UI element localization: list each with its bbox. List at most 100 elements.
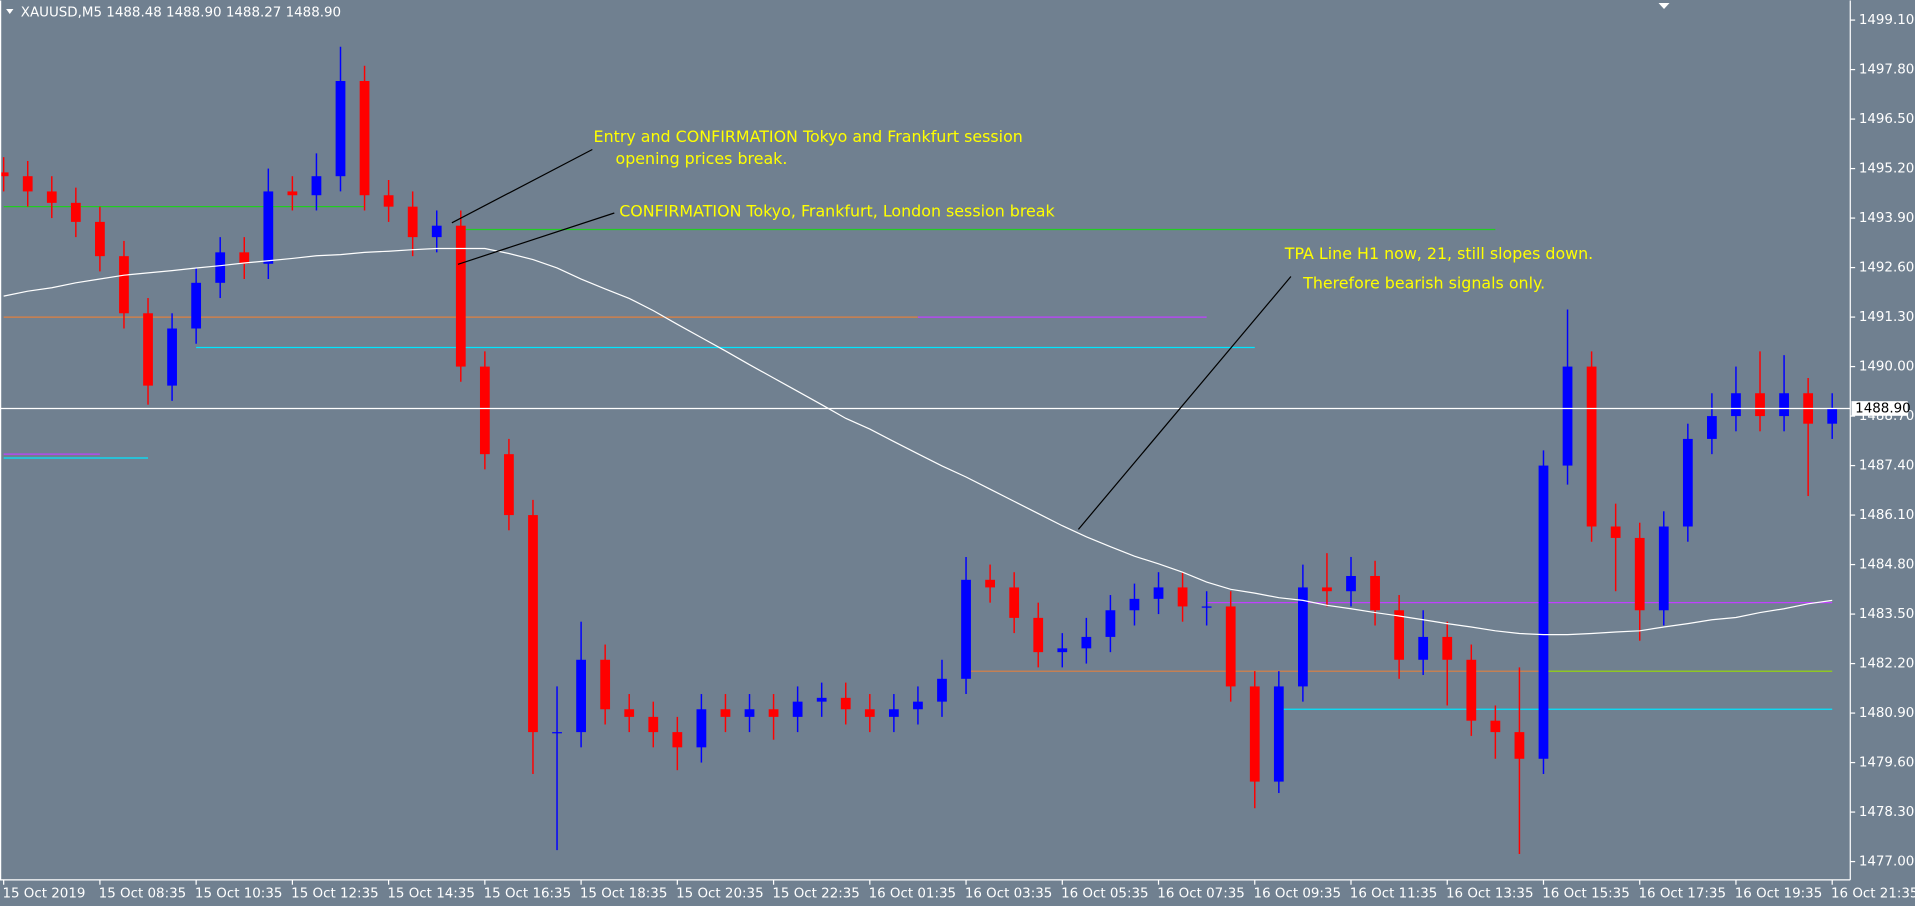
- x-tick-label: 16 Oct 09:35: [1254, 886, 1341, 901]
- x-tick-label: 15 Oct 2019: [2, 886, 85, 901]
- y-tick-label: 1496.50: [1859, 112, 1915, 127]
- candle-body: [576, 659, 586, 733]
- x-tick-label: 16 Oct 19:35: [1735, 886, 1823, 901]
- candle-body: [1370, 575, 1380, 611]
- candle-body: [191, 282, 202, 329]
- candle-body: [263, 191, 274, 264]
- y-tick-label: 1482.20: [1859, 657, 1915, 672]
- candle-body: [167, 328, 177, 386]
- candle-body: [1610, 526, 1621, 538]
- y-tick-label: 1480.90: [1859, 706, 1915, 721]
- x-tick-label: 15 Oct 22:35: [772, 886, 860, 901]
- candle-body: [1779, 393, 1789, 417]
- candle-body: [1707, 416, 1717, 439]
- x-tick-label: 15 Oct 12:35: [291, 886, 379, 901]
- candle-body: [1129, 598, 1140, 611]
- annotation-line: [457, 212, 615, 265]
- candle-body: [840, 697, 851, 710]
- candle-body: [479, 366, 490, 455]
- menu-triangle[interactable]: [6, 9, 14, 14]
- x-tick-label: 16 Oct 15:35: [1542, 886, 1630, 901]
- candle-body: [1033, 617, 1044, 653]
- candle-body: [311, 176, 322, 196]
- annotation-line: [451, 148, 593, 224]
- candle-body: [215, 252, 226, 283]
- y-tick-label: 1483.50: [1859, 607, 1915, 622]
- y-tick-label: 1492.60: [1859, 261, 1915, 276]
- candle-body: [504, 454, 514, 516]
- candle-body: [1153, 587, 1164, 599]
- y-tick-label: 1499.10: [1859, 13, 1915, 28]
- candle-body: [431, 225, 442, 238]
- y-tick-label: 1491.30: [1859, 310, 1915, 325]
- candle-body: [95, 221, 105, 257]
- x-tick-label: 16 Oct 21:35: [1831, 886, 1915, 901]
- x-tick-label: 16 Oct 11:35: [1350, 886, 1438, 901]
- y-tick-label: 1487.40: [1859, 459, 1915, 474]
- x-tick-label: 16 Oct 17:35: [1638, 886, 1726, 901]
- candle-body: [888, 709, 899, 717]
- candle-body: [600, 659, 611, 710]
- candle-body: [768, 709, 779, 717]
- x-tick-label: 15 Oct 16:35: [484, 886, 572, 901]
- candle-body: [1273, 686, 1284, 782]
- shift-marker: [1658, 2, 1670, 10]
- candle-body: [1225, 606, 1236, 687]
- x-tick-label: 16 Oct 13:35: [1446, 886, 1534, 901]
- candle-body: [1394, 610, 1405, 660]
- candle-body: [22, 176, 33, 192]
- candle-body: [1297, 587, 1308, 687]
- y-tick-label: 1478.30: [1859, 805, 1915, 820]
- candle-body: [1105, 610, 1116, 637]
- candle-body: [744, 709, 755, 717]
- candle-body: [1827, 408, 1838, 424]
- y-tick-label: 1479.60: [1859, 756, 1915, 771]
- candle-body: [1682, 438, 1693, 527]
- candle-body: [70, 202, 81, 222]
- candle-body: [1731, 393, 1741, 417]
- annotation: TPA Line H1 now, 21, still slopes down.: [1284, 244, 1593, 263]
- candle-body: [1249, 686, 1260, 782]
- candle-body: [1562, 366, 1573, 466]
- y-tick-label: 1495.20: [1859, 162, 1915, 177]
- candle-body: [672, 732, 683, 748]
- y-tick-label: 1484.80: [1859, 558, 1915, 573]
- candle-body: [46, 191, 57, 203]
- candle-body: [816, 697, 827, 702]
- candle-body: [1634, 537, 1645, 611]
- candle-body: [287, 191, 298, 196]
- x-tick-label: 15 Oct 10:35: [195, 886, 283, 901]
- candle-body: [552, 732, 562, 734]
- candle-body: [1177, 587, 1188, 607]
- candle-body: [624, 709, 635, 717]
- candle-body: [1418, 636, 1429, 660]
- candle-body: [335, 81, 346, 177]
- annotation: CONFIRMATION Tokyo, Frankfurt, London se…: [619, 201, 1055, 220]
- annotation: Entry and CONFIRMATION Tokyo and Frankfu…: [594, 127, 1023, 146]
- candle-body: [528, 515, 538, 733]
- y-tick-label: 1497.80: [1859, 63, 1915, 78]
- current-price-label: 1488.90: [1855, 401, 1911, 416]
- candle-body: [1081, 636, 1092, 649]
- header: XAUUSD,M5 1488.48 1488.90 1488.27 1488.9…: [21, 6, 341, 21]
- y-tick-label: 1493.90: [1859, 211, 1915, 226]
- x-tick-label: 15 Oct 08:35: [99, 886, 186, 901]
- candle-body: [143, 313, 153, 386]
- y-tick-label: 1490.00: [1859, 360, 1915, 375]
- current-price-box: [1851, 401, 1908, 416]
- x-tick-label: 15 Oct 18:35: [580, 886, 668, 901]
- candle-body: [1322, 587, 1332, 592]
- y-tick-label: 1486.10: [1859, 508, 1915, 523]
- x-tick-label: 15 Oct 20:35: [676, 886, 763, 901]
- candle-body: [720, 709, 731, 717]
- annotation-line: [1077, 276, 1292, 530]
- candle-body: [1346, 575, 1356, 592]
- candle-body: [119, 256, 129, 314]
- candle-body: [455, 225, 466, 367]
- candle-body: [1009, 587, 1020, 618]
- x-tick-label: 16 Oct 03:35: [965, 886, 1052, 901]
- candle-body: [239, 252, 250, 264]
- candle-body: [792, 701, 803, 717]
- candle-body: [1514, 732, 1525, 759]
